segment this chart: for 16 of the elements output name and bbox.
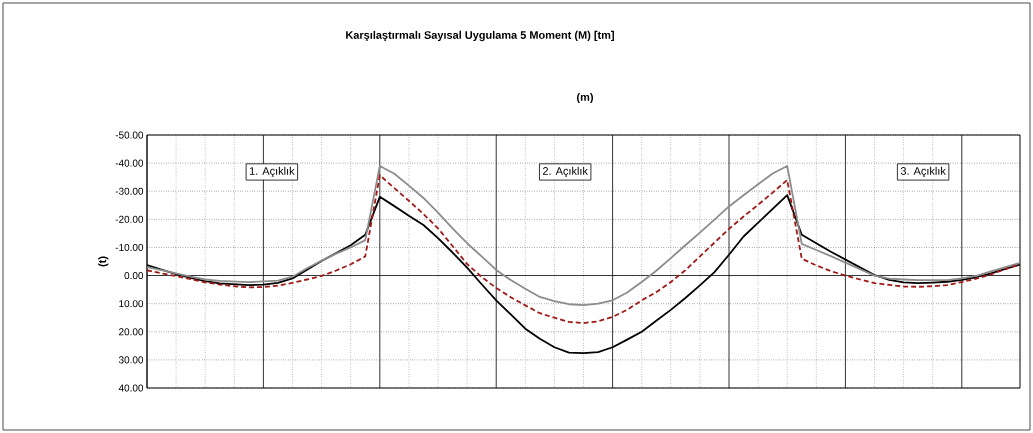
annotation: 2. Açıklık <box>542 166 588 178</box>
y-tick-label: 30.00 <box>118 356 144 364</box>
y-axis-title: (t) <box>98 256 109 267</box>
y-tick-label: 10.00 <box>119 300 144 308</box>
annotation: 1. Açıklık <box>249 166 295 178</box>
y-tick-label: -50.00 <box>115 131 144 139</box>
y-tick-label: -40.00 <box>115 159 144 167</box>
chart-title: Karşılaştırmalı Sayısal Uygulama 5 Moment (M) [tm] <box>346 30 614 42</box>
y-tick-label: 0.00 <box>124 272 144 280</box>
y-tick-label: -30.00 <box>115 187 144 195</box>
y-tick-label: -20.00 <box>115 215 144 223</box>
y-tick-label: -10.00 <box>115 243 144 251</box>
y-tick-label: 20.00 <box>119 328 144 336</box>
annotation: 3. Açıklık <box>900 166 946 178</box>
y-tick-label: 40.00 <box>118 384 144 392</box>
x-axis-title: (m) <box>577 92 593 104</box>
